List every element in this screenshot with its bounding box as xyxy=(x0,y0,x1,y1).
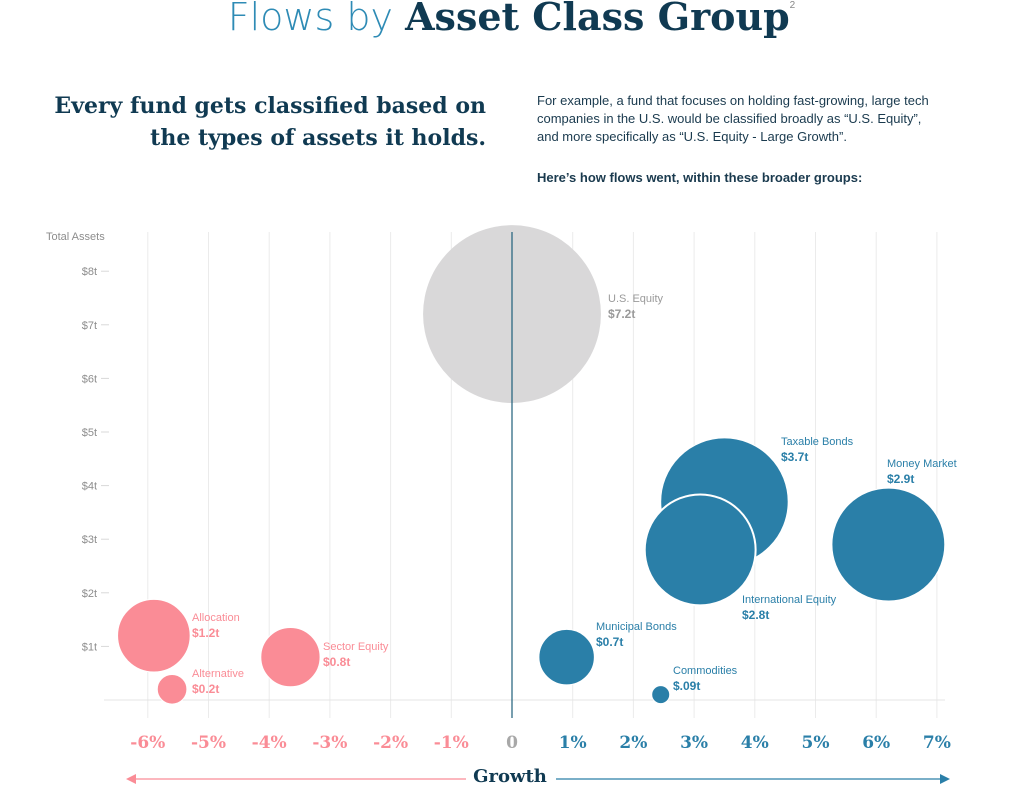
y-tick-label: $1t xyxy=(82,641,97,653)
x-tick-label: 3% xyxy=(680,733,708,753)
x-tick-label: -3% xyxy=(312,733,347,753)
value-allocation: $1.2t xyxy=(192,626,219,640)
description-text: For example, a fund that focuses on hold… xyxy=(537,93,929,144)
label-allocation: Allocation xyxy=(192,612,240,624)
x-tick-label: 1% xyxy=(559,733,587,753)
y-tick-label: $4t xyxy=(82,481,97,493)
arrow-right-icon xyxy=(940,774,950,784)
label-alternative: Alternative xyxy=(192,668,244,680)
y-tick-label: $3t xyxy=(82,534,97,546)
x-tick-label: -2% xyxy=(373,733,408,753)
arrow-left-icon xyxy=(126,774,136,784)
chart-subheading: Here’s how flows went, within these broa… xyxy=(537,170,863,185)
x-tick-label: 6% xyxy=(862,733,890,753)
bubble-municipal-bonds xyxy=(538,628,595,686)
label-taxable-bonds: Taxable Bonds xyxy=(781,436,854,448)
y-tick-label: $2t xyxy=(82,588,97,600)
page-title: Flows by Asset Class Group2 xyxy=(0,0,1023,39)
y-tick-label: $6t xyxy=(82,373,97,385)
x-tick-label: 5% xyxy=(802,733,830,753)
bubble-sector-equity xyxy=(260,626,321,688)
label-sector-equity: Sector Equity xyxy=(323,641,389,653)
x-tick-label: -4% xyxy=(252,733,287,753)
y-tick-label: $5t xyxy=(82,427,97,439)
x-tick-label: -5% xyxy=(191,733,226,753)
label-international-equity: International Equity xyxy=(742,594,837,606)
x-tick-label: 7% xyxy=(923,733,951,753)
value-international-equity: $2.8t xyxy=(742,608,769,622)
label-money-market: Money Market xyxy=(887,458,957,470)
title-light: Flows by xyxy=(227,0,406,39)
x-tick-label: 0 xyxy=(506,733,518,753)
lead-line-2: the types of assets it holds. xyxy=(150,125,486,151)
value-municipal-bonds: $0.7t xyxy=(596,635,623,649)
y-tick-label: $7t xyxy=(82,320,97,332)
x-tick-label: -1% xyxy=(434,733,469,753)
x-tick-label: -6% xyxy=(130,733,165,753)
value-taxable-bonds: $3.7t xyxy=(781,450,808,464)
x-tick-label: 4% xyxy=(741,733,769,753)
lead-text: Every fund gets classified based on the … xyxy=(40,90,486,154)
label-commodities: Commodities xyxy=(673,665,738,677)
footnote-marker: 2 xyxy=(789,0,796,11)
bubble-international-equity xyxy=(643,493,757,607)
y-axis-title: Total Assets xyxy=(46,231,105,243)
bubble-commodities xyxy=(651,685,671,705)
x-tick-label: 2% xyxy=(619,733,647,753)
x-axis-title: Growth xyxy=(473,766,547,787)
value-sector-equity: $0.8t xyxy=(323,655,350,669)
lead-line-1: Every fund gets classified based on xyxy=(54,93,486,119)
bubble-allocation xyxy=(117,598,191,673)
title-bold: Asset Class Group xyxy=(405,0,790,39)
y-tick-label: $8t xyxy=(82,266,97,278)
value-u-s-equity: $7.2t xyxy=(608,307,635,321)
label-u-s-equity: U.S. Equity xyxy=(608,293,664,305)
label-municipal-bonds: Municipal Bonds xyxy=(596,621,677,633)
bubble-money-market xyxy=(831,487,946,602)
value-alternative: $0.2t xyxy=(192,682,219,696)
value-commodities: $.09t xyxy=(673,679,700,693)
value-money-market: $2.9t xyxy=(887,472,914,486)
bubble-alternative xyxy=(156,673,188,705)
